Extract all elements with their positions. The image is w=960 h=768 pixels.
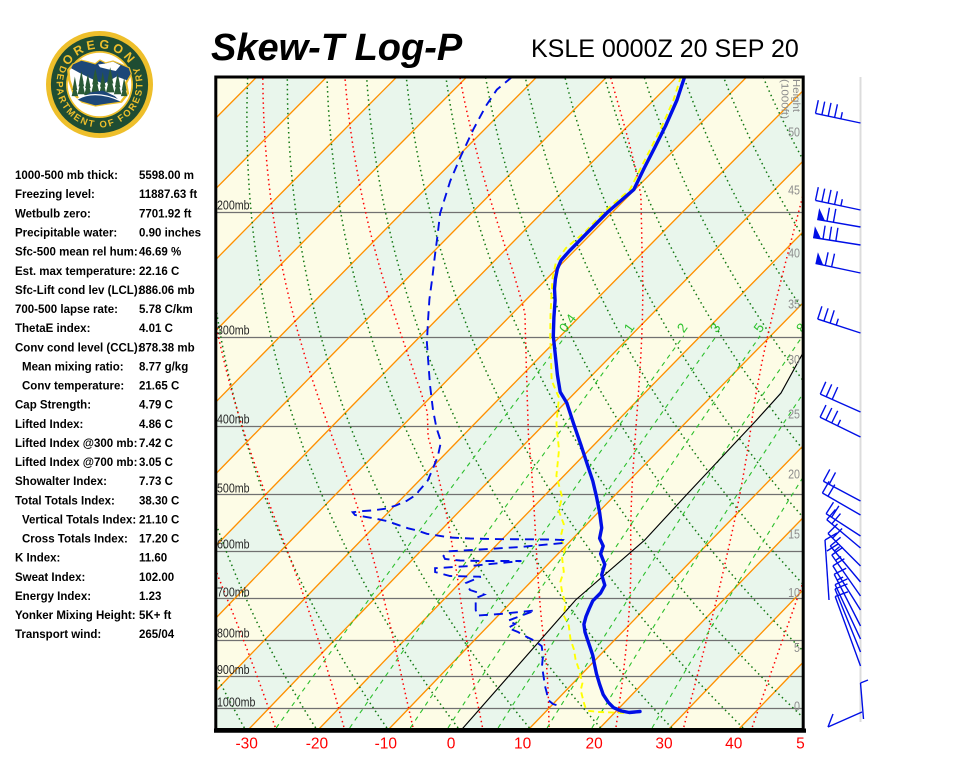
svg-text:5598.00 m: 5598.00 m [139, 170, 194, 182]
svg-text:40: 40 [788, 246, 800, 261]
svg-text:800mb: 800mb [217, 626, 250, 641]
svg-text:Sweat Index:: Sweat Index: [15, 572, 85, 584]
svg-text:50: 50 [788, 125, 800, 140]
svg-text:Transport wind:: Transport wind: [15, 629, 101, 641]
svg-text:1000-500 mb thick:: 1000-500 mb thick: [15, 170, 118, 182]
svg-text:30: 30 [655, 736, 673, 753]
svg-text:300mb: 300mb [217, 323, 250, 338]
svg-text:Sfc-500 mean rel hum:: Sfc-500 mean rel hum: [15, 247, 138, 259]
svg-text:5K+ ft: 5K+ ft [139, 610, 171, 622]
svg-text:8.77 g/kg: 8.77 g/kg [139, 361, 188, 373]
svg-text:5.78 C/km: 5.78 C/km [139, 304, 193, 316]
svg-text:46.69 %: 46.69 % [139, 247, 181, 259]
svg-text:21.10 C: 21.10 C [139, 514, 179, 526]
svg-text:-30: -30 [235, 736, 258, 753]
svg-text:15: 15 [788, 527, 800, 542]
svg-text:500mb: 500mb [217, 480, 250, 495]
svg-text:4.86 C: 4.86 C [139, 419, 173, 431]
svg-text:7.73 C: 7.73 C [139, 476, 173, 488]
svg-text:20: 20 [788, 467, 800, 482]
svg-text:Skew-T Log-P: Skew-T Log-P [211, 27, 463, 69]
svg-text:21.65 C: 21.65 C [139, 381, 179, 393]
svg-text:4.01 C: 4.01 C [139, 323, 173, 335]
svg-text:K Index:: K Index: [15, 553, 60, 565]
svg-text:Showalter Index:: Showalter Index: [15, 476, 107, 488]
svg-text:(1000ft): (1000ft) [779, 79, 791, 119]
svg-text:10: 10 [788, 585, 800, 600]
svg-text:600mb: 600mb [217, 537, 250, 552]
svg-text:0: 0 [794, 699, 800, 714]
svg-text:Cap Strength:: Cap Strength: [15, 400, 91, 412]
svg-text:886.06 mb: 886.06 mb [139, 285, 195, 297]
svg-text:Lifted Index:: Lifted Index: [15, 419, 83, 431]
svg-text:Conv cond level (CCL):: Conv cond level (CCL): [15, 342, 142, 354]
svg-text:20: 20 [585, 736, 603, 753]
svg-text:700mb: 700mb [217, 584, 250, 599]
svg-text:ThetaE index:: ThetaE index: [15, 323, 90, 335]
svg-text:45: 45 [788, 183, 800, 198]
svg-text:Precipitable water:: Precipitable water: [15, 228, 117, 240]
svg-text:35: 35 [788, 297, 800, 312]
svg-text:1.23: 1.23 [139, 591, 161, 603]
svg-text:400mb: 400mb [217, 411, 250, 426]
svg-text:Wetbulb zero:: Wetbulb zero: [15, 208, 91, 220]
svg-text:Sfc-Lift cond lev (LCL):: Sfc-Lift cond lev (LCL): [15, 285, 142, 297]
svg-text:265/04: 265/04 [139, 629, 175, 641]
svg-text:5: 5 [794, 640, 800, 655]
svg-text:KSLE 0000Z 20 SEP 20: KSLE 0000Z 20 SEP 20 [531, 35, 799, 63]
svg-text:7.42 C: 7.42 C [139, 438, 173, 450]
svg-text:Lifted Index @700 mb:: Lifted Index @700 mb: [15, 457, 137, 469]
svg-text:Yonker Mixing Height:: Yonker Mixing Height: [15, 610, 136, 622]
svg-text:3.05 C: 3.05 C [139, 457, 173, 469]
svg-text:Cross Totals Index:: Cross Totals Index: [22, 534, 128, 546]
svg-text:Total Totals Index:: Total Totals Index: [15, 495, 115, 507]
svg-text:102.00: 102.00 [139, 572, 174, 584]
svg-text:Conv temperature:: Conv temperature: [22, 381, 124, 393]
svg-text:38.30 C: 38.30 C [139, 495, 179, 507]
svg-text:22.16 C: 22.16 C [139, 266, 179, 278]
svg-text:10: 10 [514, 736, 532, 753]
svg-text:1000mb: 1000mb [217, 694, 255, 709]
svg-text:700-500 lapse rate:: 700-500 lapse rate: [15, 304, 118, 316]
svg-text:11887.63 ft: 11887.63 ft [139, 189, 197, 201]
svg-text:Lifted Index @300 mb:: Lifted Index @300 mb: [15, 438, 137, 450]
svg-text:Est. max temperature:: Est. max temperature: [15, 266, 136, 278]
svg-text:25: 25 [788, 407, 800, 422]
svg-text:11.60: 11.60 [139, 553, 167, 565]
svg-text:5: 5 [796, 736, 805, 753]
svg-text:Mean mixing ratio:: Mean mixing ratio: [22, 361, 124, 373]
svg-text:7701.92 ft: 7701.92 ft [139, 208, 192, 220]
svg-text:30: 30 [788, 352, 800, 367]
svg-text:200mb: 200mb [217, 197, 250, 212]
svg-text:8: 8 [793, 320, 810, 335]
svg-text:Energy Index:: Energy Index: [15, 591, 91, 603]
svg-text:878.38 mb: 878.38 mb [139, 342, 195, 354]
svg-text:0: 0 [447, 736, 456, 753]
svg-text:0.90 inches: 0.90 inches [139, 228, 201, 240]
svg-text:40: 40 [725, 736, 743, 753]
svg-text:-20: -20 [306, 736, 329, 753]
svg-text:Vertical Totals Index:: Vertical Totals Index: [22, 514, 136, 526]
svg-text:-10: -10 [375, 736, 398, 753]
svg-text:Freezing level:: Freezing level: [15, 189, 95, 201]
svg-text:900mb: 900mb [217, 662, 250, 677]
svg-text:17.20 C: 17.20 C [139, 534, 179, 546]
svg-text:4.79 C: 4.79 C [139, 400, 173, 412]
svg-text:Height: Height [790, 79, 802, 112]
